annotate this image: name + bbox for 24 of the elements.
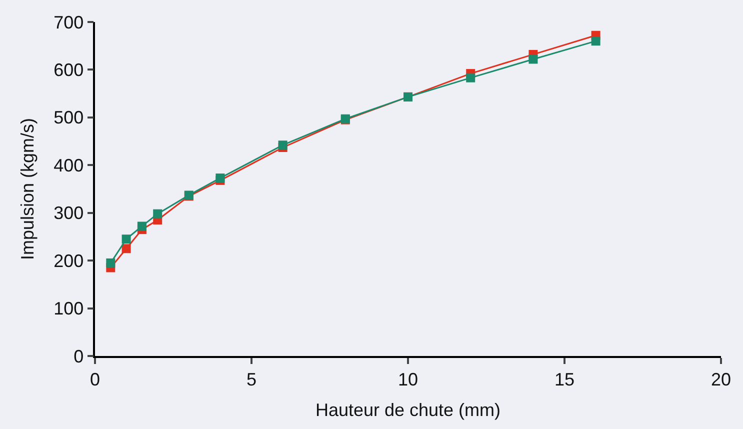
point	[278, 140, 288, 150]
x-tick-label: 20	[710, 369, 732, 390]
y-tick-label: 600	[54, 60, 84, 80]
point	[106, 258, 116, 268]
x-tick-label: 5	[246, 369, 257, 390]
y-tick-label: 500	[54, 108, 84, 128]
y-tick-label: 200	[54, 250, 84, 271]
y-axis-title: Impulsion (kgm/s)	[17, 118, 38, 260]
x-tick-label: 0	[90, 369, 100, 390]
x-axis-title: Hauteur de chute (mm)	[315, 400, 501, 420]
point	[528, 54, 538, 64]
y-tick-label: 100	[54, 298, 84, 319]
point	[122, 244, 131, 254]
y-tick-label: 0	[74, 346, 84, 366]
point	[466, 73, 476, 82]
point	[153, 209, 162, 218]
point	[137, 222, 146, 231]
y-tick-label: 700	[54, 12, 84, 32]
y-tick-label: 400	[54, 155, 84, 176]
y-tick-label: 300	[54, 203, 84, 224]
x-tick-label: 15	[554, 369, 575, 390]
point	[591, 36, 600, 46]
x-tick-label: 10	[398, 369, 418, 390]
point	[122, 234, 131, 244]
